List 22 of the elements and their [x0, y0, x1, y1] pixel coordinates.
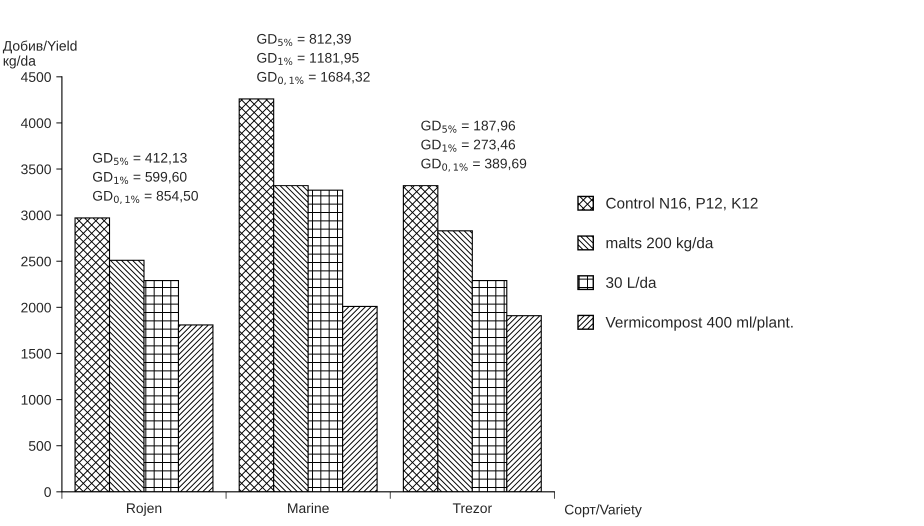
y-tick-label: 1500 — [22, 348, 51, 359]
y-tick-label: 2500 — [21, 256, 51, 266]
legend-label: Control N16, P12, K12 — [606, 197, 758, 210]
legend-label: malts 200 kg/da — [606, 237, 714, 252]
y-tick-label: 0 — [44, 487, 51, 497]
text: GD$_{5%}$ = 187,96 GD$_{1%}$ = 273,46 GD$_{0,1%}$ = 389,69 — [421, 120, 526, 172]
y-tick-label: 1000 — [22, 394, 51, 405]
text: GD$_{5%}$ = 412,13 GD$_{1%}$ = 599,60 GD$_{0,1%}$ = 854,50 — [92, 152, 198, 204]
text: GD$_{5%}$ = 812,39 GD$_{1%}$ = 1181,95 GD$_{0,1%}$ = 1684,32 — [257, 34, 370, 86]
x-tick-label: Trezor — [452, 503, 492, 514]
y-tick-label: 2000 — [21, 302, 51, 313]
y-axis-title: Добив/Yield кg/da — [2, 40, 77, 68]
legend-label: Vermicompost 400 ml/plant. — [606, 316, 793, 331]
y-tick-label: 3000 — [21, 210, 51, 220]
x-tick-label: Rojen — [126, 502, 162, 516]
x-axis-title: Сорт/Variety — [564, 504, 642, 518]
y-tick-label: 500 — [28, 441, 51, 451]
x-tick-label: Marine — [288, 502, 329, 514]
y-tick-label: 4500 — [20, 72, 51, 82]
legend-label: 30 L/da — [606, 276, 656, 288]
y-tick-label: 3500 — [21, 164, 51, 174]
y-tick-label: 4000 — [20, 118, 51, 128]
